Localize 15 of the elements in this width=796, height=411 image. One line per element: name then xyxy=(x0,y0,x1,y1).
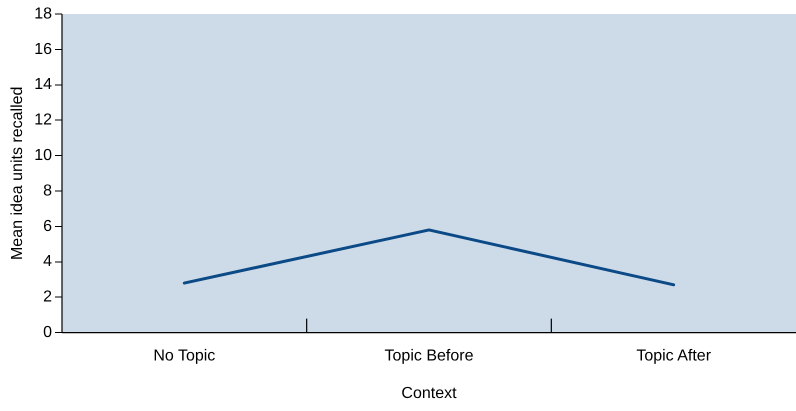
y-tick-label: 10 xyxy=(34,147,52,164)
x-axis-title: Context xyxy=(401,384,458,402)
y-tick-label: 16 xyxy=(34,40,52,58)
y-tick-label: 14 xyxy=(34,76,52,94)
x-tick-label: Topic After xyxy=(636,348,712,365)
y-axis-title: Mean idea units recalled xyxy=(9,86,26,260)
y-tick-label: 2 xyxy=(43,288,52,306)
y-tick-label: 4 xyxy=(43,253,52,270)
y-tick-label: 12 xyxy=(34,112,52,129)
y-tick-label: 6 xyxy=(43,218,52,235)
y-tick-label: 0 xyxy=(43,324,52,342)
y-tick-label: 18 xyxy=(34,5,52,22)
y-tick-label: 8 xyxy=(43,182,52,200)
x-tick-label: No Topic xyxy=(153,348,216,365)
x-tick-label: Topic Before xyxy=(384,348,474,365)
